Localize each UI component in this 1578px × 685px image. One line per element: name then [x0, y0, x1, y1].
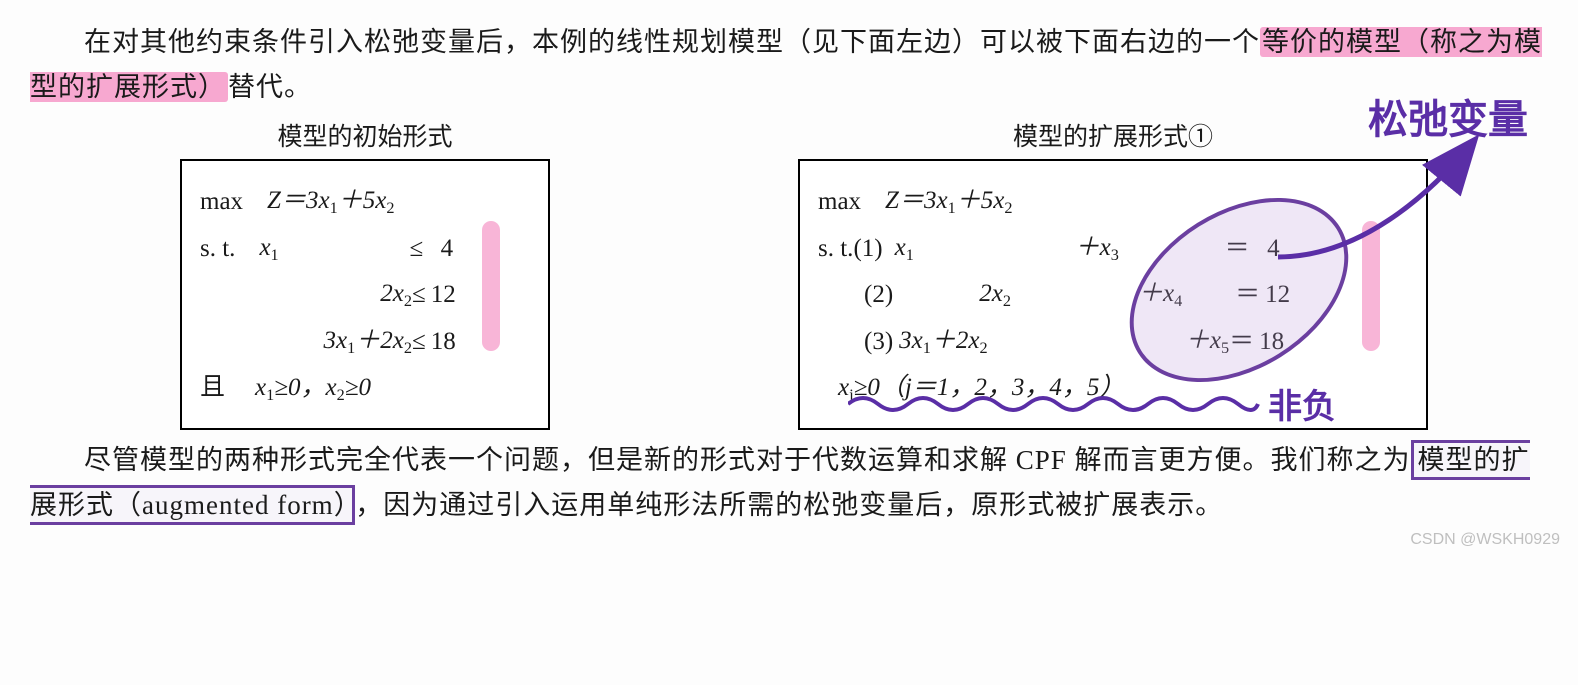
left-rel-2: ≤	[412, 277, 426, 312]
right-model-col: 模型的扩展形式① max Z＝3x1＋5x2 s. t. (1) x1 ＋x3 …	[798, 117, 1428, 430]
models-row: 模型的初始形式 max Z＝3x1＋5x2 s. t. x1 ≤ 4 2x2 ≤…	[180, 117, 1428, 430]
right-pink-strip	[1362, 221, 1380, 351]
para2-post: ，因为通过引入运用单纯形法所需的松弛变量后，原形式被扩展表示。	[355, 490, 1223, 520]
paragraph-1: 在对其他约束条件引入松弛变量后，本例的线性规划模型（见下面左边）可以被下面右边的…	[30, 20, 1548, 109]
right-rel-3: ＝	[1229, 324, 1254, 359]
paragraph-2: 尽管模型的两种形式完全代表一个问题，但是新的形式对于代数运算和求解 CPF 解而…	[30, 438, 1548, 527]
left-obj-expr: Z＝3x1＋5x2	[267, 183, 394, 220]
left-and: 且	[200, 370, 225, 405]
right-row1-num: (1)	[853, 231, 882, 266]
para2-pre: 尽管模型的两种形式完全代表一个问题，但是新的形式对于代数运算和求解 CPF 解而…	[84, 445, 1411, 475]
right-rhs-1: 4	[1250, 231, 1280, 266]
left-model-title: 模型的初始形式	[277, 117, 452, 153]
left-c1-lhs: x1	[259, 230, 409, 267]
left-pink-strip	[482, 221, 500, 351]
left-obj-label: max	[200, 184, 243, 219]
left-nonneg: x1≥0，x2≥0	[255, 370, 371, 407]
right-row3-num: (3)	[864, 324, 893, 359]
left-rel-1: ≤	[409, 231, 423, 266]
para1-pre: 在对其他约束条件引入松弛变量后，本例的线性规划模型（见下面左边）可以被下面右边的…	[84, 27, 1260, 57]
right-model-box: max Z＝3x1＋5x2 s. t. (1) x1 ＋x3 ＝ 4 (2) 2…	[798, 159, 1428, 430]
left-rhs-3: 18	[426, 324, 456, 359]
right-row1-lhs: x1	[895, 230, 1075, 267]
right-row3-slack: ＋x5	[1079, 323, 1229, 360]
para1-post: 替代。	[228, 72, 312, 102]
right-row2-lhs: 2x2	[905, 276, 1085, 313]
right-row1-slack: ＋x3	[1075, 230, 1225, 267]
right-rhs-3: 18	[1254, 324, 1284, 359]
left-model-col: 模型的初始形式 max Z＝3x1＋5x2 s. t. x1 ≤ 4 2x2 ≤…	[180, 117, 550, 430]
right-nonneg: xj≥0（j＝1，2，3，4，5）	[838, 370, 1124, 407]
right-obj-expr: Z＝3x1＋5x2	[885, 183, 1012, 220]
right-rel-1: ＝	[1225, 231, 1250, 266]
right-model-title: 模型的扩展形式①	[1013, 117, 1213, 153]
left-model-box: max Z＝3x1＋5x2 s. t. x1 ≤ 4 2x2 ≤ 12 3x1＋…	[180, 159, 550, 430]
left-st-label: s. t.	[200, 231, 235, 266]
right-rhs-2: 12	[1260, 277, 1290, 312]
left-rel-3: ≤	[412, 324, 426, 359]
right-row2-num: (2)	[864, 277, 893, 312]
right-row3-lhs: 3x1＋2x2	[899, 323, 1079, 360]
left-c3-lhs: 3x1＋2x2	[262, 323, 412, 360]
right-obj-label: max	[818, 184, 861, 219]
left-c2-lhs: 2x2	[262, 276, 412, 313]
left-rhs-2: 12	[426, 277, 456, 312]
right-rel-2: ＝	[1235, 277, 1260, 312]
left-rhs-1: 4	[423, 231, 453, 266]
watermark: CSDN @WSKH0929	[1410, 531, 1560, 549]
right-row2-slack: ＋x4	[1085, 276, 1235, 313]
right-st-label: s. t.	[818, 231, 853, 266]
